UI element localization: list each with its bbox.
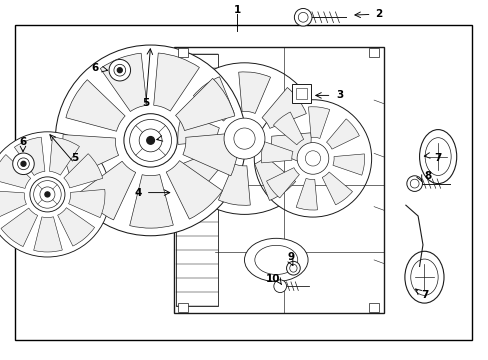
Text: 1: 1 xyxy=(233,5,240,15)
Wedge shape xyxy=(193,77,234,121)
Wedge shape xyxy=(183,149,226,190)
Wedge shape xyxy=(296,178,317,210)
Circle shape xyxy=(129,120,171,161)
Text: 7: 7 xyxy=(420,290,427,300)
Circle shape xyxy=(21,161,26,166)
Bar xyxy=(15,25,471,340)
Wedge shape xyxy=(261,141,292,163)
Circle shape xyxy=(305,151,320,166)
Wedge shape xyxy=(68,189,105,218)
Circle shape xyxy=(18,158,29,170)
Wedge shape xyxy=(66,80,125,131)
Wedge shape xyxy=(273,112,303,145)
Bar xyxy=(178,48,188,57)
Text: 4: 4 xyxy=(134,188,142,198)
Bar xyxy=(178,303,188,312)
Ellipse shape xyxy=(286,261,300,275)
Wedge shape xyxy=(58,208,94,246)
Text: 2: 2 xyxy=(375,9,382,19)
Wedge shape xyxy=(308,107,329,139)
Text: 10: 10 xyxy=(265,274,280,284)
Circle shape xyxy=(298,12,307,22)
Bar xyxy=(176,54,217,306)
Wedge shape xyxy=(14,137,45,175)
Wedge shape xyxy=(80,161,136,220)
Circle shape xyxy=(406,176,422,192)
Wedge shape xyxy=(153,53,199,111)
Wedge shape xyxy=(1,208,38,247)
Wedge shape xyxy=(218,164,250,205)
Circle shape xyxy=(45,192,50,197)
Circle shape xyxy=(117,68,122,73)
Circle shape xyxy=(114,64,125,76)
Text: 9: 9 xyxy=(287,252,294,262)
Wedge shape xyxy=(262,87,305,129)
Circle shape xyxy=(254,100,371,217)
Ellipse shape xyxy=(424,138,450,175)
Wedge shape xyxy=(175,78,234,131)
Bar xyxy=(173,47,383,313)
Circle shape xyxy=(139,129,162,152)
Circle shape xyxy=(273,280,286,293)
Text: 6: 6 xyxy=(92,63,99,73)
Wedge shape xyxy=(63,135,119,177)
Circle shape xyxy=(34,181,61,208)
Wedge shape xyxy=(49,137,80,175)
Wedge shape xyxy=(254,156,295,201)
Wedge shape xyxy=(166,161,222,219)
Wedge shape xyxy=(129,175,173,228)
Circle shape xyxy=(0,132,110,257)
Wedge shape xyxy=(238,72,270,113)
Bar xyxy=(292,84,310,103)
Circle shape xyxy=(30,177,65,212)
Ellipse shape xyxy=(289,264,297,272)
Wedge shape xyxy=(183,133,238,176)
Circle shape xyxy=(13,153,34,175)
Wedge shape xyxy=(34,217,62,252)
Circle shape xyxy=(294,9,311,26)
Wedge shape xyxy=(100,53,146,112)
Bar xyxy=(368,48,378,57)
Text: 6: 6 xyxy=(20,137,26,147)
Circle shape xyxy=(40,187,55,202)
Circle shape xyxy=(146,136,154,144)
Ellipse shape xyxy=(410,259,437,295)
Text: 8: 8 xyxy=(424,171,430,181)
Circle shape xyxy=(224,118,264,159)
Text: 5: 5 xyxy=(71,153,78,163)
Circle shape xyxy=(109,59,130,81)
Bar xyxy=(368,303,378,312)
Ellipse shape xyxy=(404,251,443,303)
Circle shape xyxy=(233,128,255,149)
Bar xyxy=(296,88,306,99)
Text: 3: 3 xyxy=(336,90,343,100)
Wedge shape xyxy=(63,154,102,188)
Text: 7: 7 xyxy=(433,153,441,163)
Circle shape xyxy=(168,63,320,215)
Wedge shape xyxy=(0,154,31,188)
Text: 5: 5 xyxy=(142,98,149,108)
Circle shape xyxy=(409,179,418,188)
Circle shape xyxy=(297,143,328,174)
Wedge shape xyxy=(269,133,310,165)
Wedge shape xyxy=(266,168,299,198)
Circle shape xyxy=(55,45,245,236)
Ellipse shape xyxy=(244,238,307,282)
Wedge shape xyxy=(178,113,219,144)
Wedge shape xyxy=(0,190,26,219)
Wedge shape xyxy=(332,154,364,175)
Wedge shape xyxy=(326,119,359,149)
Circle shape xyxy=(123,114,177,167)
Ellipse shape xyxy=(419,130,456,184)
Ellipse shape xyxy=(254,246,297,275)
Wedge shape xyxy=(322,172,352,205)
